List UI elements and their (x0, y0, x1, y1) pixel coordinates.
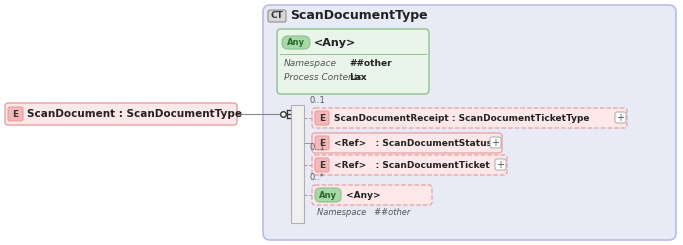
Text: Any: Any (319, 191, 337, 199)
FancyBboxPatch shape (312, 155, 507, 175)
Text: <Any>: <Any> (346, 191, 380, 199)
FancyBboxPatch shape (312, 108, 627, 128)
FancyBboxPatch shape (312, 185, 432, 205)
Text: CT: CT (270, 12, 283, 21)
Text: +: + (497, 159, 505, 170)
Text: <Any>: <Any> (314, 37, 357, 48)
Text: 0..*: 0..* (310, 173, 324, 182)
FancyBboxPatch shape (615, 112, 626, 123)
Text: E: E (319, 113, 325, 122)
FancyBboxPatch shape (315, 188, 341, 202)
Text: 0..1: 0..1 (310, 96, 326, 105)
FancyBboxPatch shape (495, 159, 506, 170)
Text: <Ref>   : ScanDocumentStatus: <Ref> : ScanDocumentStatus (334, 138, 492, 147)
FancyBboxPatch shape (263, 5, 676, 240)
Text: E: E (319, 160, 325, 170)
FancyBboxPatch shape (268, 10, 286, 22)
Text: ScanDocumentReceipt : ScanDocumentTicketType: ScanDocumentReceipt : ScanDocumentTicket… (334, 113, 589, 122)
FancyBboxPatch shape (315, 111, 329, 125)
Text: E: E (319, 138, 325, 147)
FancyBboxPatch shape (315, 136, 329, 150)
Text: +: + (492, 137, 499, 147)
Text: E: E (12, 110, 18, 119)
FancyBboxPatch shape (312, 133, 502, 153)
FancyBboxPatch shape (277, 29, 429, 94)
FancyBboxPatch shape (490, 137, 501, 148)
Text: 0..1: 0..1 (310, 143, 326, 152)
FancyBboxPatch shape (8, 107, 23, 121)
Text: Lax: Lax (349, 73, 367, 82)
Bar (291, 105, 304, 223)
FancyBboxPatch shape (5, 103, 237, 125)
Text: Namespace: Namespace (284, 59, 337, 68)
Text: +: + (617, 112, 624, 122)
Text: ScanDocumentType: ScanDocumentType (290, 10, 428, 23)
Text: ScanDocument : ScanDocumentType: ScanDocument : ScanDocumentType (27, 109, 242, 119)
FancyBboxPatch shape (282, 36, 310, 49)
FancyBboxPatch shape (315, 158, 329, 172)
Text: ##other: ##other (349, 59, 391, 68)
Text: Namespace   ##other: Namespace ##other (317, 208, 410, 217)
Text: <Ref>   : ScanDocumentTicket: <Ref> : ScanDocumentTicket (334, 160, 490, 170)
Text: Process Contents: Process Contents (284, 73, 362, 82)
Text: Any: Any (287, 38, 305, 47)
